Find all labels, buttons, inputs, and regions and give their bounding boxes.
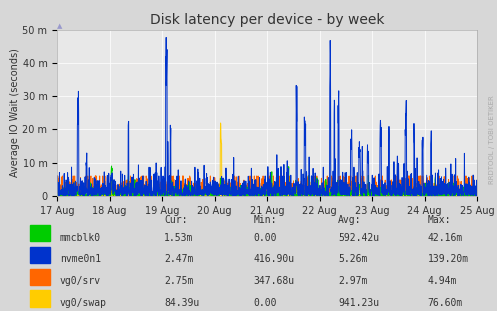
Text: 0.00: 0.00 [253,298,277,308]
Text: 139.20m: 139.20m [427,254,469,264]
Text: RRDTOOL / TOBI OETIKER: RRDTOOL / TOBI OETIKER [489,95,495,184]
Bar [30,225,50,241]
Text: vg0/srv: vg0/srv [60,276,101,286]
Text: ▲: ▲ [57,24,63,30]
Text: 5.26m: 5.26m [338,254,367,264]
Text: 76.60m: 76.60m [427,298,463,308]
Text: 42.16m: 42.16m [427,233,463,243]
Bar [30,290,50,307]
Text: 0.00: 0.00 [253,233,277,243]
Text: 347.68u: 347.68u [253,276,295,286]
Text: mmcblk0: mmcblk0 [60,233,101,243]
Text: nvme0n1: nvme0n1 [60,254,101,264]
Text: 84.39u: 84.39u [164,298,199,308]
Text: Avg:: Avg: [338,215,361,225]
Text: 2.97m: 2.97m [338,276,367,286]
Text: Cur:: Cur: [164,215,187,225]
Text: vg0/swap: vg0/swap [60,298,107,308]
Text: 941.23u: 941.23u [338,298,379,308]
Bar [30,269,50,285]
Text: 2.75m: 2.75m [164,276,193,286]
Text: Max:: Max: [427,215,451,225]
Text: 416.90u: 416.90u [253,254,295,264]
Y-axis label: Average IO Wait (seconds): Average IO Wait (seconds) [9,48,20,177]
Text: Min:: Min: [253,215,277,225]
Text: 1.53m: 1.53m [164,233,193,243]
Title: Disk latency per device - by week: Disk latency per device - by week [150,13,384,27]
Text: 2.47m: 2.47m [164,254,193,264]
Text: 4.94m: 4.94m [427,276,457,286]
Text: 592.42u: 592.42u [338,233,379,243]
Bar [30,247,50,263]
